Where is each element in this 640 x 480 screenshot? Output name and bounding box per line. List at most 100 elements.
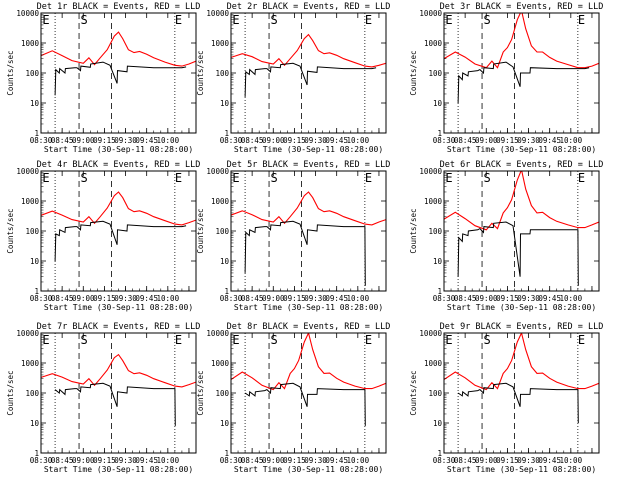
x-tick-label: 09:15 (93, 456, 116, 465)
x-tick-label: 09:15 (283, 456, 306, 465)
plot-frame (40, 170, 197, 292)
y-tick-label: 10 (220, 257, 230, 266)
y-tick-label: 10000 (419, 329, 442, 338)
event-marker-label: E (578, 13, 585, 27)
panel-title: Det 6r BLACK = Events, RED = LLD (440, 160, 604, 170)
lld-series-line (231, 33, 386, 68)
event-marker-label: E (578, 171, 585, 185)
plot-frame (230, 332, 387, 454)
y-tick-label: 100 (428, 389, 442, 398)
y-tick-label: 1000 (21, 197, 40, 206)
x-tick-label: 09:30 (114, 136, 137, 145)
x-tick-label: 09:45 (135, 136, 158, 145)
y-tick-label: 100 (215, 227, 229, 236)
y-tick-label: 100 (428, 69, 442, 78)
y-tick-label: 10 (30, 99, 40, 108)
y-tick-label: 10 (433, 99, 443, 108)
x-tick-label: 09:45 (135, 294, 158, 303)
panel-title: Det 1r BLACK = Events, RED = LLD (37, 2, 201, 12)
x-axis-label: Start Time (30-Sep-11 08:28:00) (234, 465, 383, 474)
y-tick-label: 10000 (419, 167, 442, 176)
x-tick-label: 09:45 (538, 136, 561, 145)
x-tick-label: 09:45 (538, 294, 561, 303)
event-marker-label: E (42, 171, 49, 185)
x-tick-label: 08:30 (433, 294, 456, 303)
y-tick-label: 1000 (424, 359, 443, 368)
x-tick-label: 09:15 (93, 294, 116, 303)
event-marker-label: E (232, 13, 239, 27)
x-tick-label: 09:00 (72, 136, 95, 145)
x-tick-label: 09:15 (496, 456, 519, 465)
x-tick-label: 10:00 (560, 294, 583, 303)
x-tick-label: 09:00 (475, 294, 498, 303)
x-tick-label: 08:45 (51, 456, 74, 465)
y-tick-label: 10000 (16, 9, 39, 18)
x-tick-label: 10:00 (157, 456, 180, 465)
event-marker-label: E (365, 171, 372, 185)
x-tick-label: 08:45 (454, 456, 477, 465)
x-tick-label: 09:15 (496, 136, 519, 145)
x-tick-label: 09:45 (325, 136, 348, 145)
event-marker-label: S (270, 13, 277, 27)
x-axis-label: Start Time (30-Sep-11 08:28:00) (44, 465, 193, 474)
x-axis-label: Start Time (30-Sep-11 08:28:00) (44, 303, 193, 312)
x-tick-label: 10:00 (347, 136, 370, 145)
x-tick-label: 09:15 (283, 294, 306, 303)
y-tick-label: 1 (224, 287, 229, 296)
x-tick-label: 08:45 (241, 456, 264, 465)
panel-title: Det 5r BLACK = Events, RED = LLD (227, 160, 391, 170)
x-tick-label: 08:30 (220, 456, 243, 465)
y-tick-label: 1 (224, 129, 229, 138)
x-tick-label: 10:00 (157, 136, 180, 145)
event-marker-label: E (42, 13, 49, 27)
x-tick-label: 09:45 (325, 294, 348, 303)
event-marker-label: S (483, 13, 490, 27)
y-tick-label: 1 (34, 449, 39, 458)
events-series-line (244, 382, 366, 426)
y-axis-label: Counts/sec (409, 50, 418, 95)
lld-series-line (444, 171, 599, 231)
y-tick-label: 10000 (206, 167, 229, 176)
x-tick-label: 08:45 (241, 136, 264, 145)
event-marker-label: E (42, 333, 49, 347)
y-axis-label: Counts/sec (196, 208, 205, 253)
event-marker-label: E (365, 333, 372, 347)
y-tick-label: 100 (25, 227, 39, 236)
event-marker-label: S (483, 333, 490, 347)
event-marker-label: E (175, 13, 182, 27)
event-marker-label: S (270, 171, 277, 185)
x-tick-label: 09:30 (304, 456, 327, 465)
x-tick-label: 09:30 (517, 136, 540, 145)
x-tick-label: 08:30 (30, 294, 53, 303)
y-axis-label: Counts/sec (409, 208, 418, 253)
y-axis-label: Counts/sec (409, 370, 418, 415)
x-tick-label: 08:30 (220, 136, 243, 145)
y-tick-label: 10 (30, 419, 40, 428)
events-series-line (54, 61, 187, 96)
y-tick-label: 10 (433, 419, 443, 428)
y-tick-label: 10000 (419, 9, 442, 18)
x-tick-label: 09:00 (262, 136, 285, 145)
y-tick-label: 10 (220, 99, 230, 108)
y-tick-label: 1000 (21, 359, 40, 368)
x-axis-label: Start Time (30-Sep-11 08:28:00) (234, 303, 383, 312)
x-tick-label: 09:00 (475, 136, 498, 145)
events-series-line (244, 220, 366, 286)
x-tick-label: 09:15 (496, 294, 519, 303)
y-tick-label: 1 (224, 449, 229, 458)
x-tick-label: 09:00 (72, 294, 95, 303)
x-tick-label: 09:45 (325, 456, 348, 465)
x-tick-label: 10:00 (560, 456, 583, 465)
x-tick-label: 08:30 (30, 456, 53, 465)
x-tick-label: 09:30 (114, 456, 137, 465)
x-tick-label: 09:30 (517, 456, 540, 465)
y-tick-label: 1 (34, 129, 39, 138)
events-series-line (457, 221, 579, 286)
x-tick-label: 09:00 (262, 456, 285, 465)
y-tick-label: 1 (437, 449, 442, 458)
